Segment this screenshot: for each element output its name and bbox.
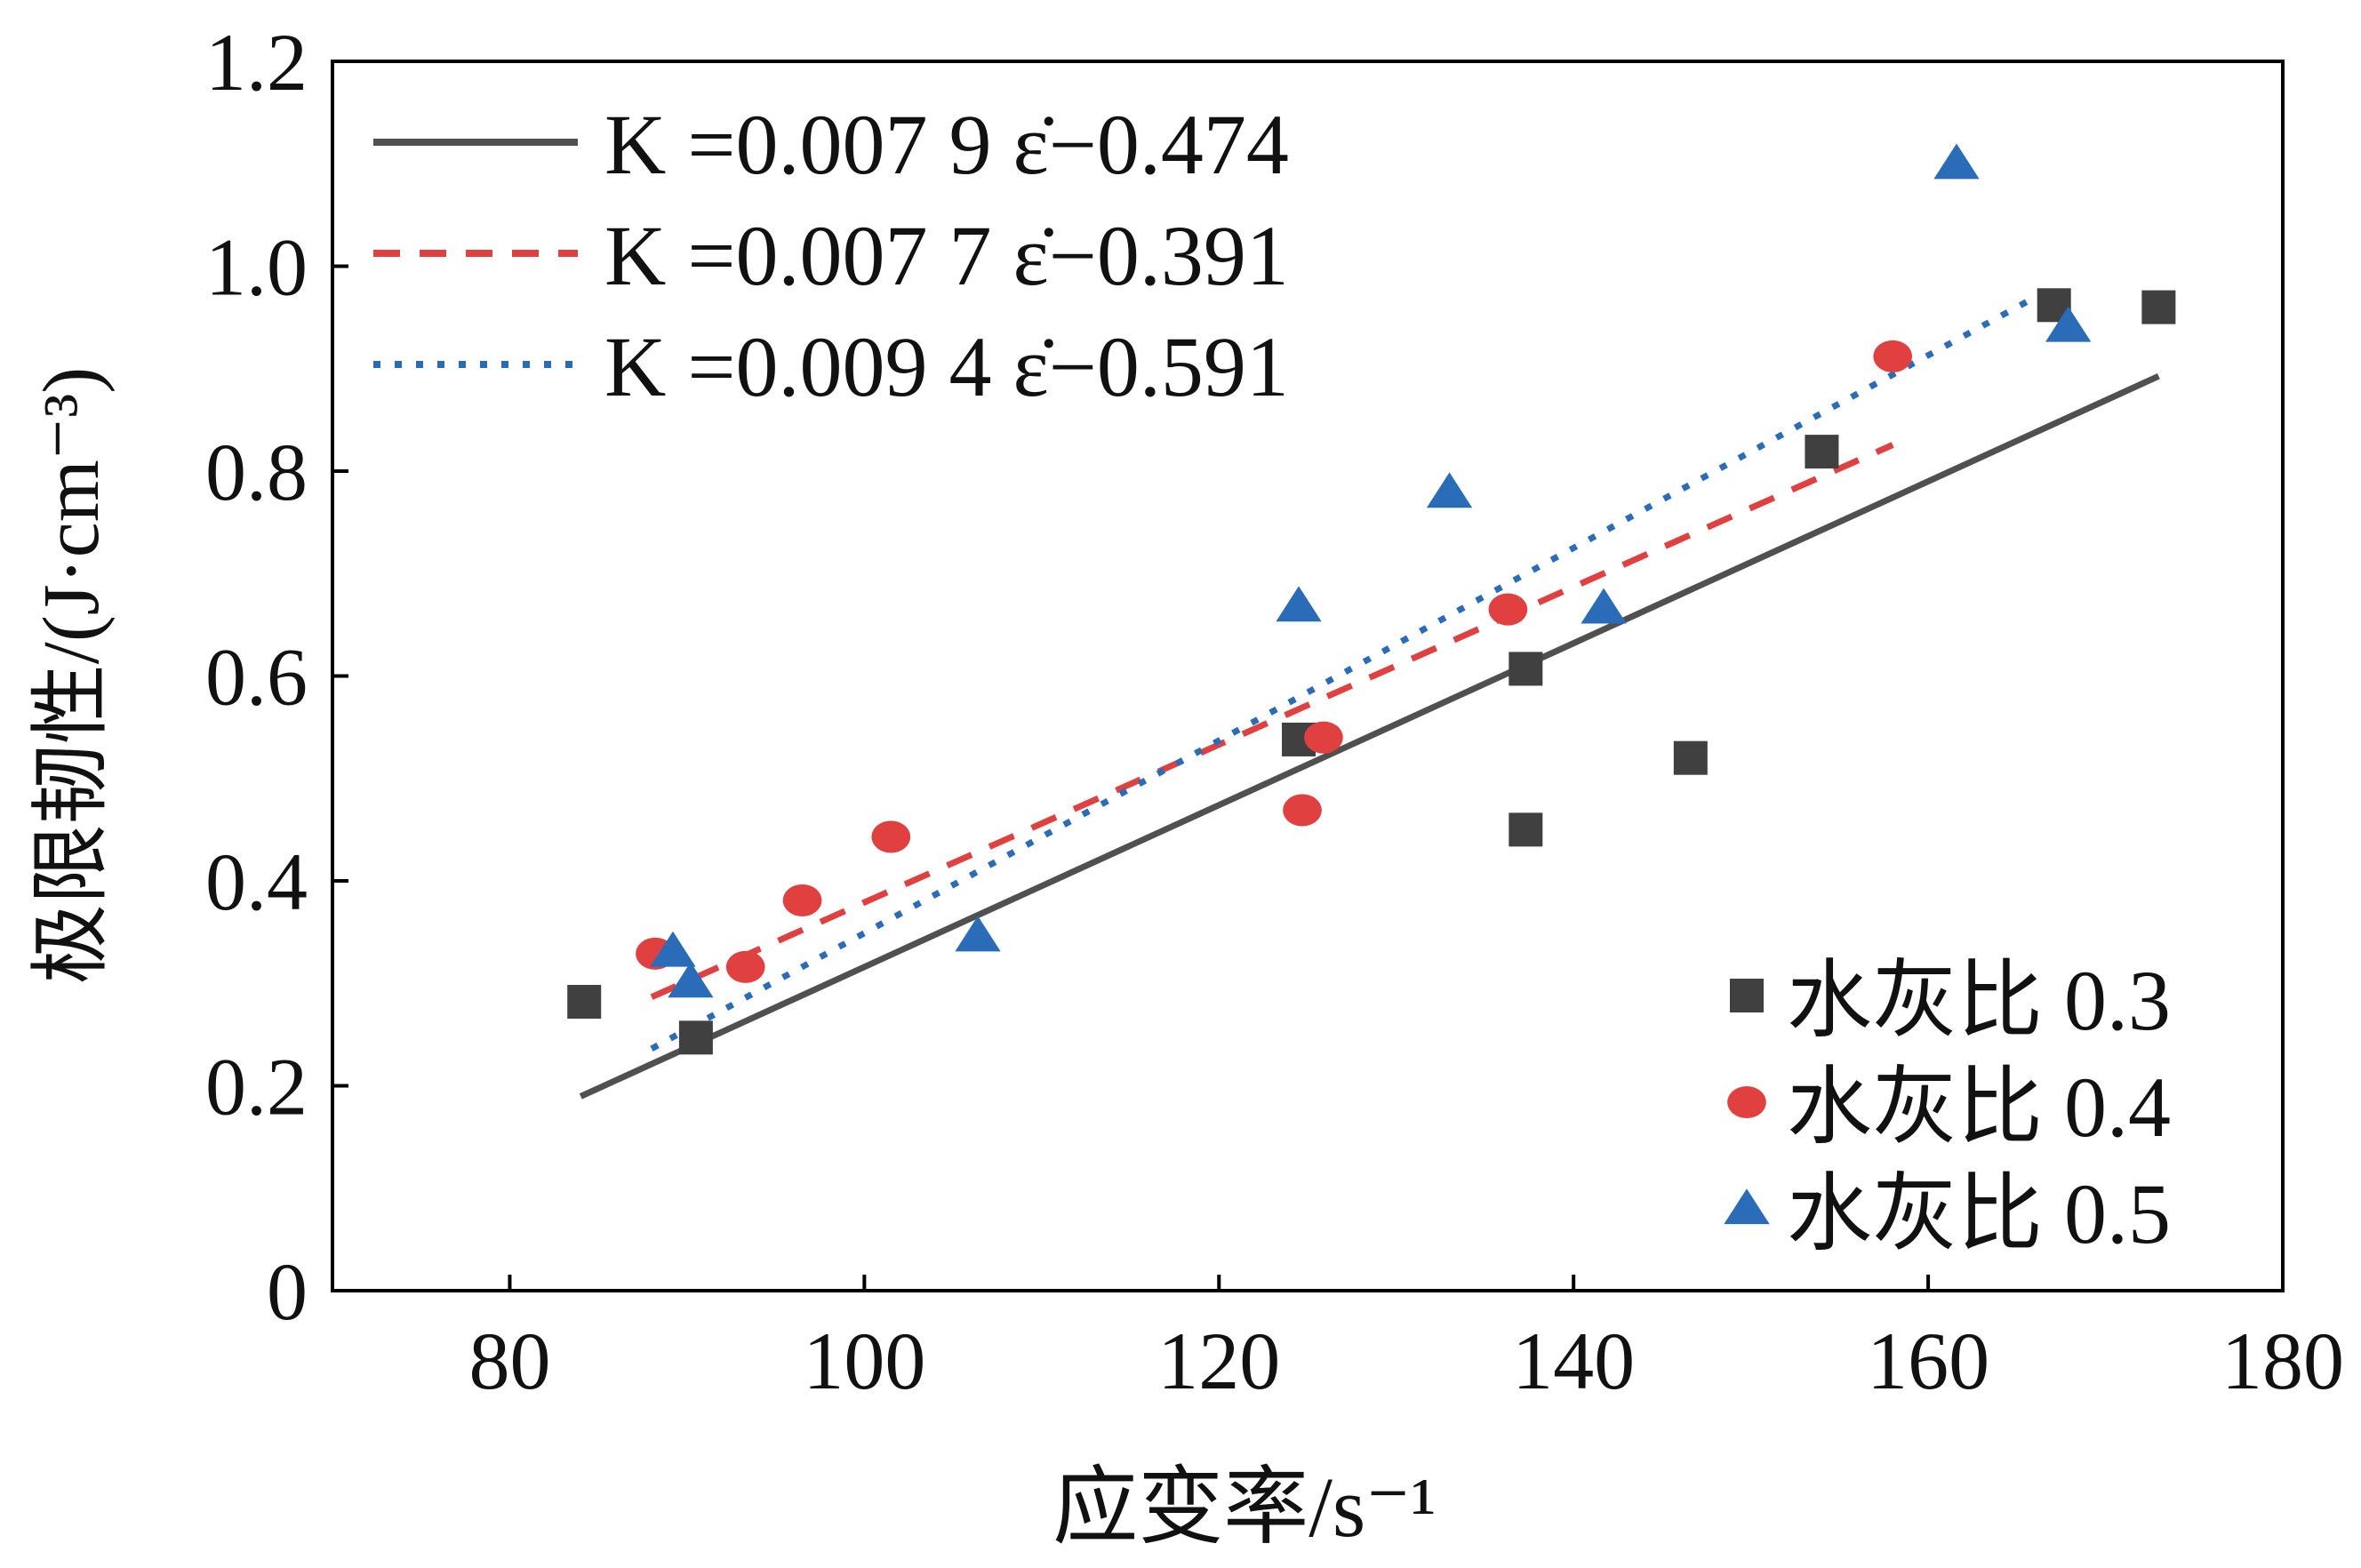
legend-series-label: 水灰比 0.4 (1787, 1060, 2171, 1155)
square-marker (567, 984, 602, 1019)
y-axis-label: 极限韧性/(J·cm⁻³) (28, 367, 116, 984)
x-tick-label: 120 (1157, 1316, 1280, 1406)
triangle-marker (668, 962, 714, 998)
square-marker (1509, 812, 1543, 847)
circle-marker (725, 950, 765, 983)
legend-fit-label: K =0.009 4 ε̇−0.591 (604, 319, 1289, 414)
y-tick-label: 0 (267, 1246, 308, 1337)
square-marker (1805, 435, 1839, 469)
y-tick-label: 0.6 (205, 632, 308, 723)
fit-line-dashed (650, 442, 1894, 1000)
circle-marker (1488, 593, 1528, 626)
x-tick-label: 160 (1867, 1316, 1989, 1406)
fit-line-solid (579, 372, 2160, 1100)
square-marker (2141, 290, 2176, 324)
circle-marker (1873, 340, 1913, 372)
legend-fits: K =0.007 9 ε̇−0.474 K =0.007 7 ε̇−0.391 K … (373, 97, 1289, 414)
circle-marker (782, 884, 822, 916)
legend-fit-label: K =0.007 9 ε̇−0.474 (604, 97, 1289, 192)
legend-series: 水灰比 0.3 水灰比 0.4 水灰比 0.5 (1724, 953, 2171, 1261)
fit-lines (579, 284, 2160, 1100)
circle-marker (871, 820, 911, 853)
x-tick-label: 100 (803, 1316, 925, 1406)
y-tick-label: 0.4 (205, 836, 308, 927)
square-marker (678, 1020, 713, 1055)
triangle-marker (1933, 143, 1980, 180)
triangle-marker (1276, 586, 1322, 622)
triangle-marker (2045, 306, 2092, 342)
circle-marker (1283, 794, 1322, 827)
y-tick-label: 0.8 (205, 427, 308, 517)
x-tick-label: 80 (468, 1316, 550, 1406)
triangle-marker (955, 916, 1001, 952)
y-tick-label: 1.0 (205, 222, 308, 313)
x-axis-label: 应变率/s⁻¹ (1052, 1460, 1436, 1555)
triangle-marker (1426, 472, 1473, 508)
legend-fit-label: K =0.007 7 ε̇−0.391 (604, 208, 1289, 303)
triangle-marker (650, 931, 696, 967)
circle-marker (1727, 1085, 1766, 1119)
data-points (567, 143, 2176, 1055)
y-tick-label: 0.2 (205, 1042, 308, 1132)
axis-ticks: 80 100 120 140 160 180 0 0.2 0.4 0.6 0.8 1.0 1.2 (205, 17, 2344, 1406)
fit-line-dotted (650, 284, 2054, 1052)
x-tick-label: 180 (2221, 1316, 2344, 1406)
y-tick-label: 1.2 (205, 17, 308, 108)
square-marker (1673, 740, 1708, 775)
legend-series-label: 水灰比 0.5 (1787, 1166, 2171, 1261)
triangle-marker (1724, 1188, 1770, 1225)
square-marker (1509, 652, 1543, 686)
circle-marker (1304, 721, 1343, 754)
triangle-marker (1581, 588, 1627, 624)
square-marker (1730, 979, 1764, 1012)
x-tick-label: 140 (1512, 1316, 1635, 1406)
legend-series-label: 水灰比 0.3 (1787, 953, 2171, 1048)
